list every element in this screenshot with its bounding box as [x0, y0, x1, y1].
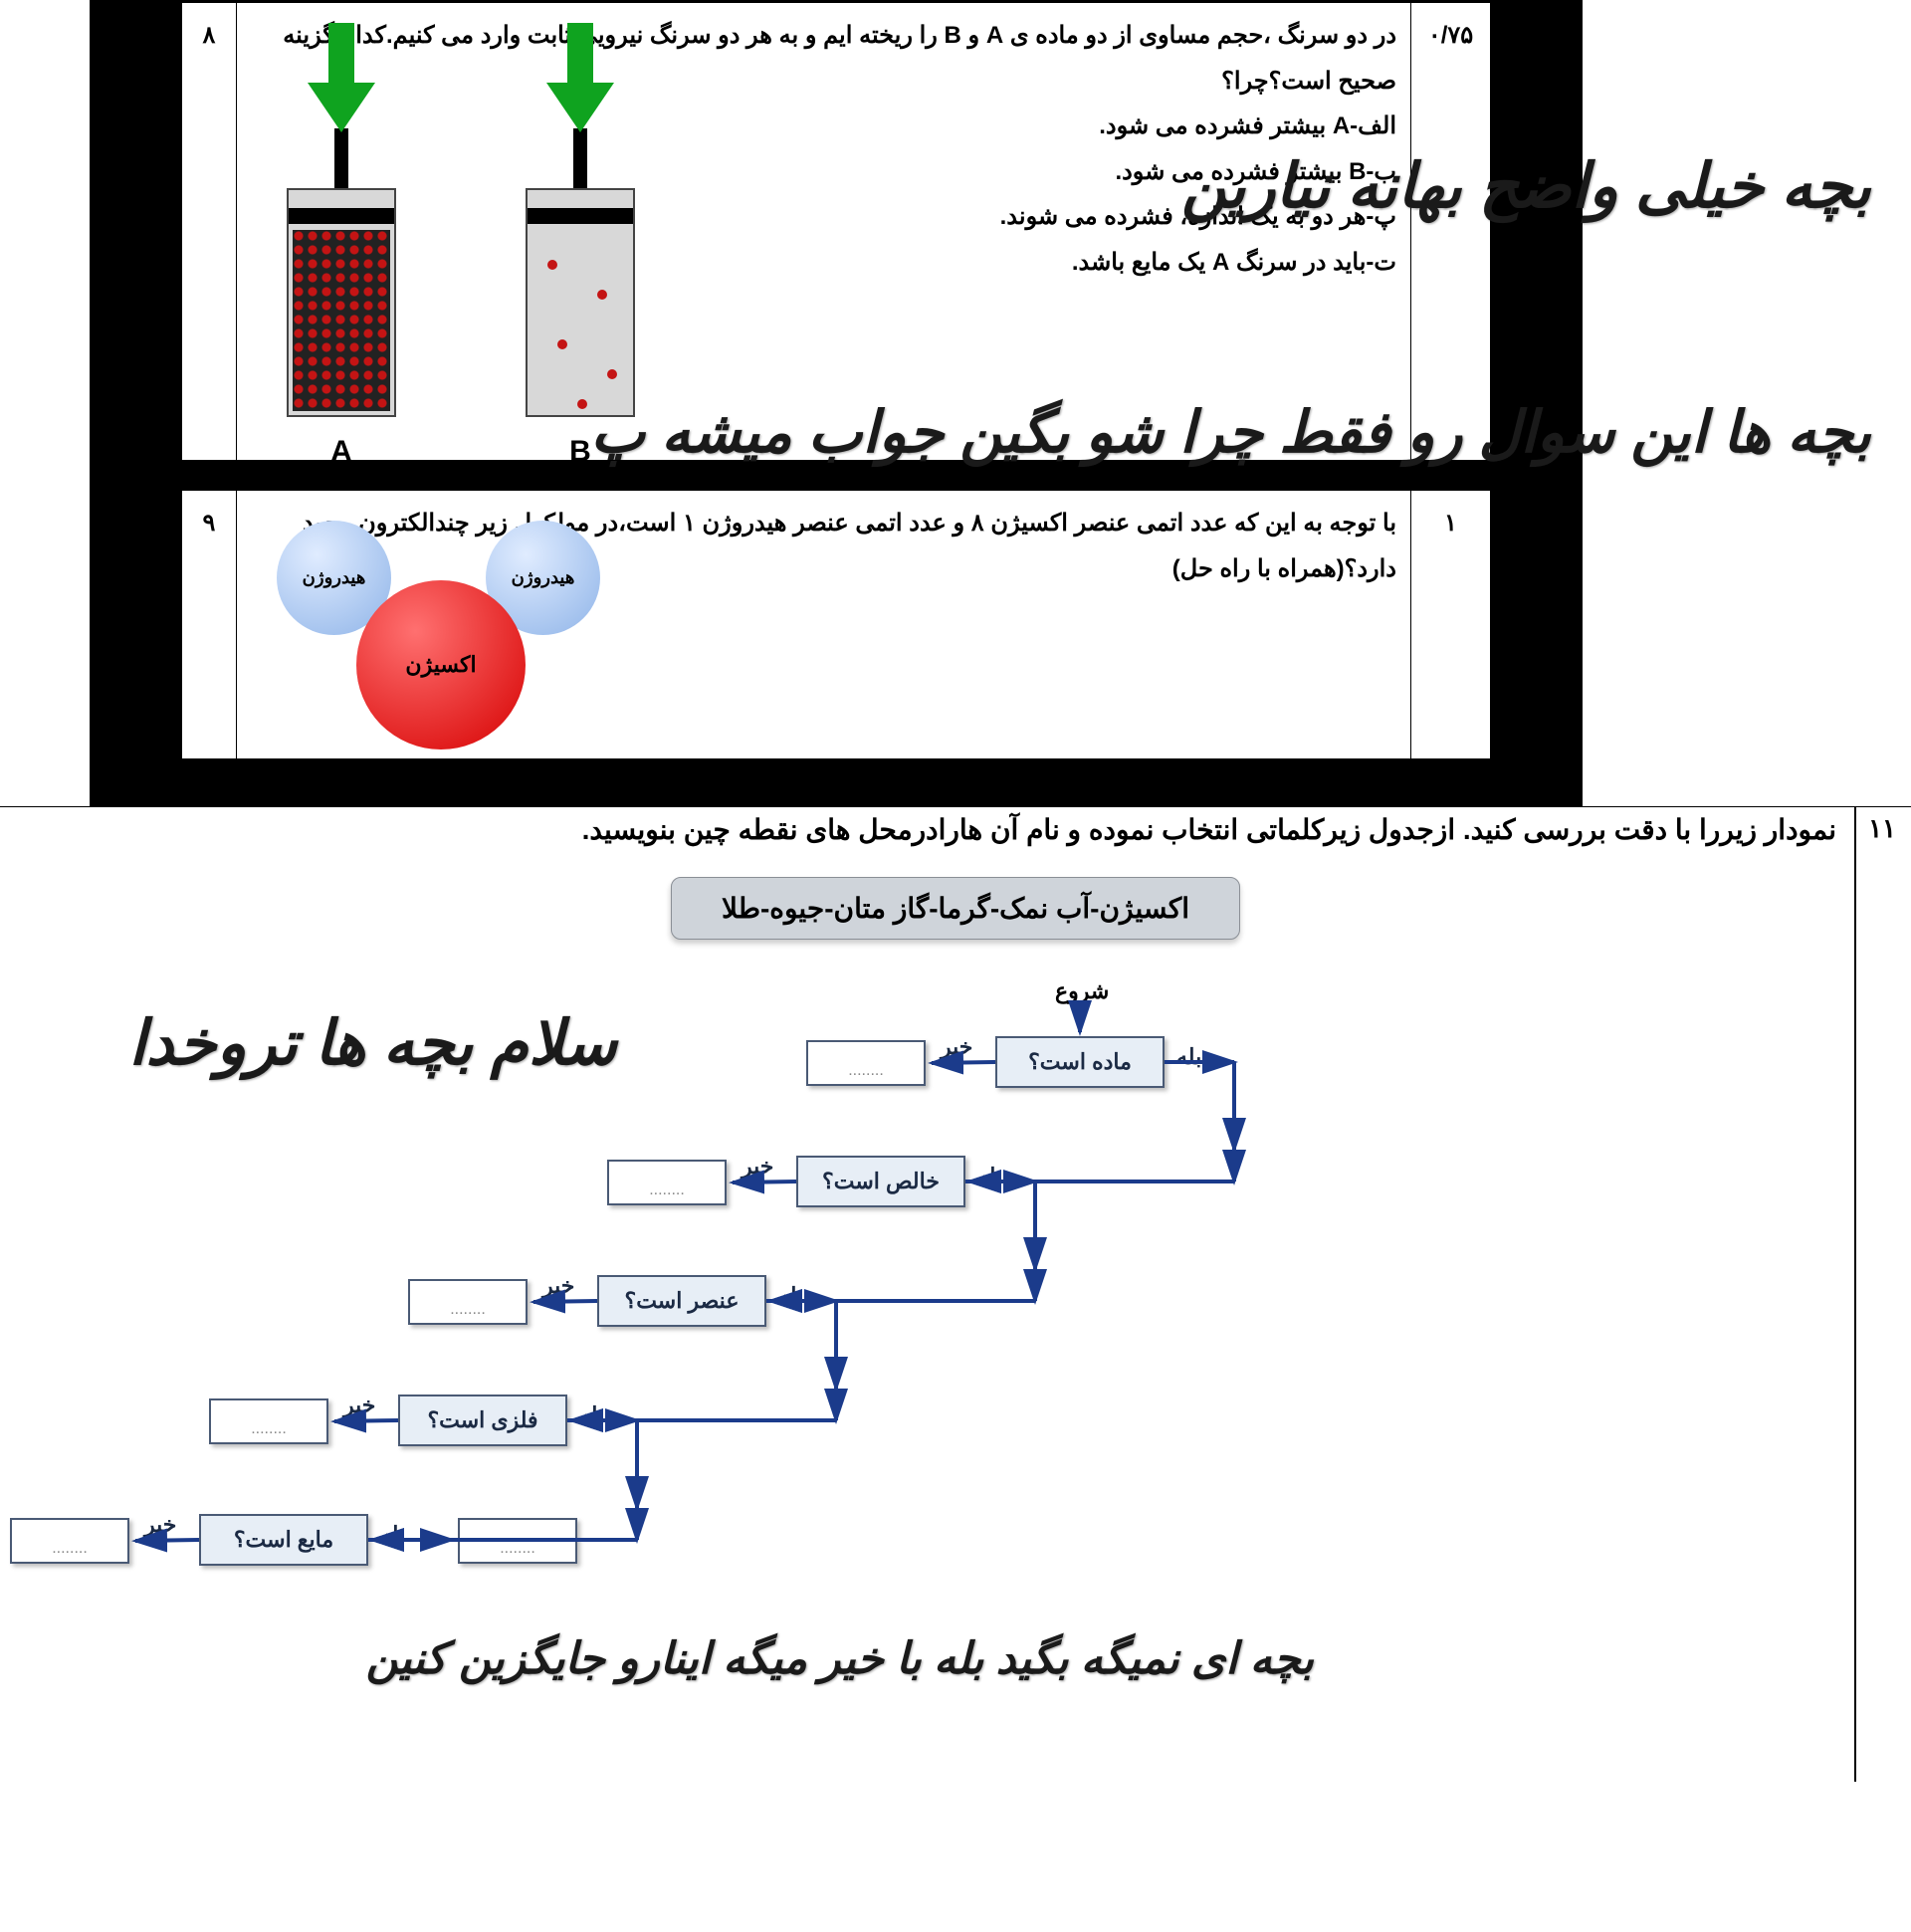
question-8-panel: ۰/۷۵ در دو سرنگ ،حجم مساوی از دو ماده ی … — [179, 0, 1493, 463]
water-molecule: هیدروژن هیدروژن اکسیژن — [277, 521, 605, 740]
flowchart-region: ۱۱ نمودار زیررا با دقت بررسی کنید. ازجدو… — [0, 806, 1911, 1782]
dense-particles — [293, 230, 390, 411]
question-9-panel: ۱ با توجه به این که عدد اتمی عنصر اکسیژن… — [179, 488, 1493, 761]
q8-score: ۰/۷۵ — [1411, 3, 1491, 461]
exam-top-region: ۰/۷۵ در دو سرنگ ،حجم مساوی از دو ماده ی … — [90, 0, 1583, 806]
q9-number: ۹ — [182, 491, 237, 759]
page: ۰/۷۵ در دو سرنگ ،حجم مساوی از دو ماده ی … — [0, 0, 1911, 1782]
syringe-a: A — [267, 23, 416, 480]
q9-score: ۱ — [1411, 491, 1491, 759]
syringe-b: B — [506, 23, 655, 480]
q8-body: در دو سرنگ ،حجم مساوی از دو ماده ی A و B… — [237, 3, 1411, 461]
force-arrow-b — [506, 23, 655, 132]
syringe-b-label: B — [506, 423, 655, 480]
force-arrow-a — [267, 23, 416, 132]
oxygen-atom: اکسیژن — [356, 580, 526, 750]
syringe-figure: A — [257, 23, 685, 441]
flow-number: ۱۱ — [1868, 813, 1896, 844]
flow-canvas: شروع ماده است؟خیر ........بله — [0, 957, 1911, 1782]
flow-title: نمودار زیررا با دقت بررسی کنید. ازجدول ز… — [60, 813, 1836, 846]
q8-number: ۸ — [182, 3, 237, 461]
syringe-a-label: A — [267, 423, 416, 480]
q9-body: با توجه به این که عدد اتمی عنصر اکسیژن ۸… — [237, 491, 1411, 759]
word-bank: اکسیژن-آب نمک-گرما-گاز متان-جیوه-طلا — [671, 877, 1240, 940]
